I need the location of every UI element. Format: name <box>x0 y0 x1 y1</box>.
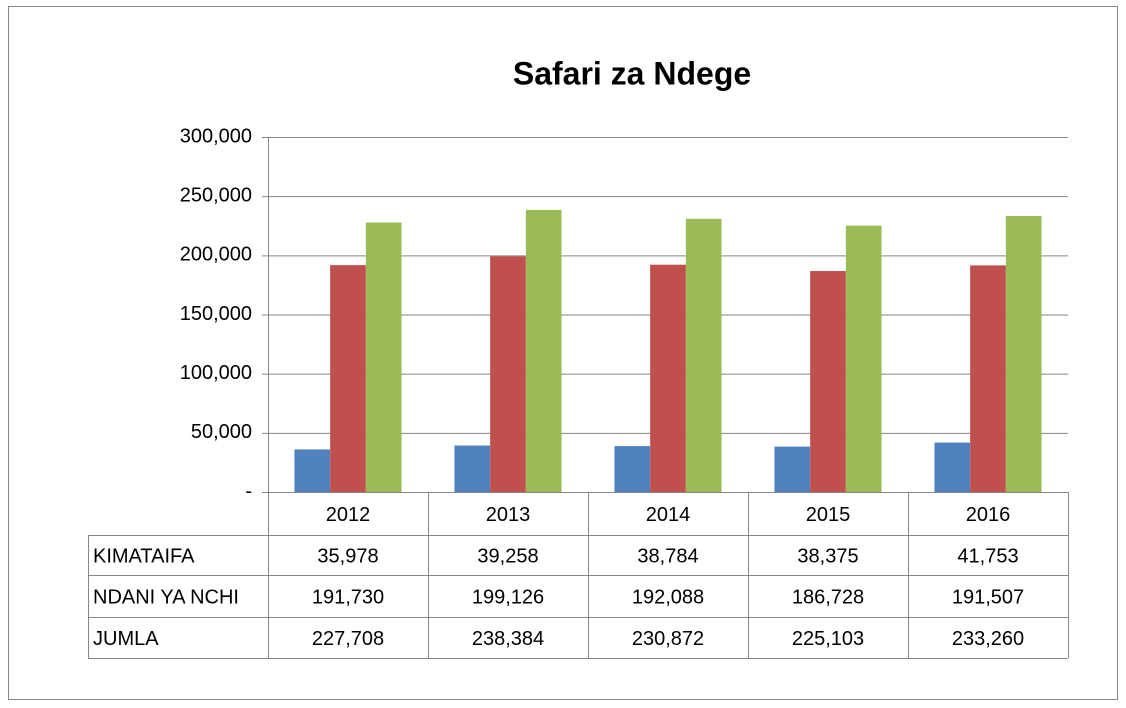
legend-label: NDANI YA NCHI <box>93 586 239 608</box>
chart-border <box>8 6 1118 700</box>
table-value: 35,978 <box>317 545 378 567</box>
x-tick-label: 2012 <box>326 504 371 526</box>
chart-title: Safari za Ndege <box>513 55 751 91</box>
table-value: 38,784 <box>637 545 698 567</box>
table-value: 225,103 <box>792 628 864 650</box>
x-tick-label: 2013 <box>486 504 531 526</box>
table-value: 186,728 <box>792 586 864 608</box>
bar <box>934 442 971 492</box>
bar <box>525 209 562 492</box>
table-value: 191,730 <box>312 586 384 608</box>
bar <box>490 256 526 492</box>
bar <box>970 265 1006 492</box>
bar <box>330 265 366 492</box>
y-tick-label: 100,000 <box>180 362 252 384</box>
bar <box>614 446 651 492</box>
table-value: 230,872 <box>632 628 704 650</box>
y-tick-label: 150,000 <box>180 303 252 325</box>
legend-label: JUMLA <box>93 628 159 650</box>
y-tick-label: - <box>245 480 252 502</box>
bar <box>845 225 882 492</box>
legend-label: KIMATAIFA <box>93 545 195 567</box>
bar <box>650 264 686 492</box>
bar <box>685 218 722 493</box>
bar <box>1005 215 1042 493</box>
table-value: 39,258 <box>477 545 538 567</box>
bar <box>454 445 491 492</box>
table-value: 238,384 <box>472 628 544 650</box>
bar <box>365 222 402 492</box>
table-value: 233,260 <box>952 628 1024 650</box>
bar <box>774 446 811 492</box>
table-value: 199,126 <box>472 586 544 608</box>
y-tick-label: 250,000 <box>180 184 252 206</box>
table-value: 38,375 <box>797 545 858 567</box>
table-value: 192,088 <box>632 586 704 608</box>
x-tick-label: 2016 <box>966 504 1011 526</box>
x-tick-label: 2015 <box>806 504 851 526</box>
table-value: 191,507 <box>952 586 1024 608</box>
bar <box>810 271 846 492</box>
x-tick-label: 2014 <box>646 504 691 526</box>
table-value: 227,708 <box>312 628 384 650</box>
y-tick-label: 50,000 <box>191 421 252 443</box>
y-tick-label: 200,000 <box>180 244 252 266</box>
y-tick-label: 300,000 <box>180 125 252 147</box>
table-value: 41,753 <box>957 545 1018 567</box>
bar <box>294 449 331 492</box>
